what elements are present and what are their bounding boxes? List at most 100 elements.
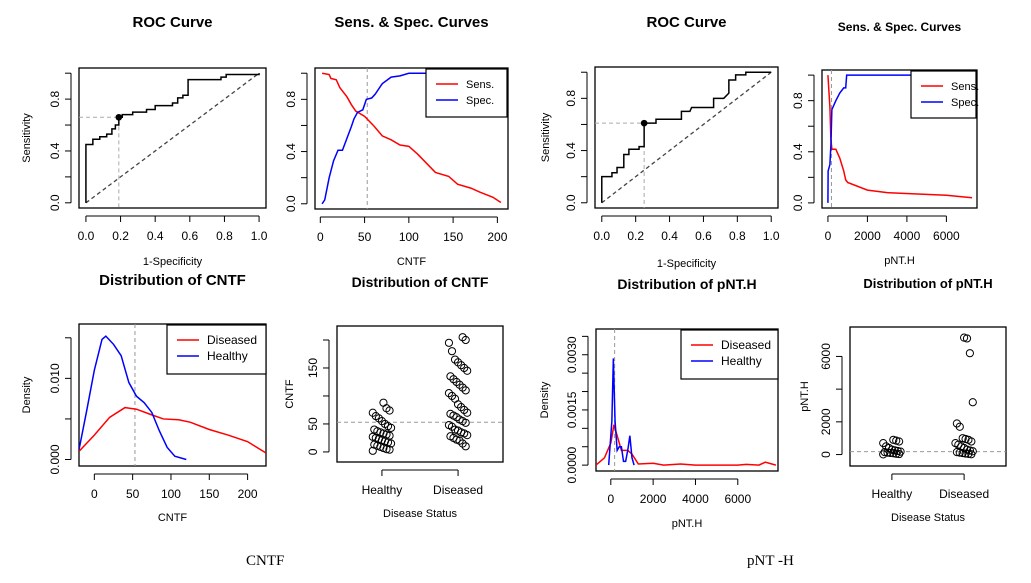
legend-label: Sens. [951, 81, 979, 93]
data-point [444, 389, 454, 398]
x-tick-label: 1.0 [251, 229, 268, 243]
y-tick-label: 0.4 [564, 142, 578, 159]
data-point [455, 380, 464, 389]
y-tick-label: 150 [306, 358, 320, 378]
y-tick-label: 0.0 [791, 194, 805, 211]
data-point [958, 434, 967, 443]
x-tick-label: 0.6 [695, 229, 712, 243]
plot-area [596, 329, 777, 471]
legend: Sens. Spec. [910, 70, 979, 119]
reference-diagonal [601, 71, 772, 204]
data-point [463, 408, 472, 417]
legend-label: Sens. [466, 79, 494, 91]
x-tick-label: 200 [487, 230, 507, 244]
data-point [453, 358, 463, 367]
series-line-healthy [607, 358, 635, 466]
series-line-spec [827, 74, 917, 203]
data-point [458, 333, 467, 342]
series-line-healthy [79, 335, 187, 461]
chart-panel-4: Sens. & Spec. Curves 0 2000 4000 6000 0.0 0.4 0… [791, 20, 979, 267]
data-point [955, 448, 964, 457]
chart-panel-2: Sens. & Spec. Curves 0 50 100 150 200 0.0 0.4 0.… [284, 14, 509, 268]
y-tick-label: 0.010 [48, 363, 62, 393]
y-tick-label: 0.0015 [565, 391, 579, 428]
x-tick-label: 100 [399, 230, 419, 244]
caption-pnt-h: pNT -H [747, 553, 794, 569]
y-tick-label: 0.4 [791, 143, 805, 160]
data-point [460, 405, 469, 415]
x-tick-label: 1.0 [763, 229, 780, 243]
caption-cntf: CNTF [246, 553, 285, 569]
legend: Diseased Healthy [680, 329, 779, 380]
plot-area [337, 333, 503, 455]
x-tick-label: 6000 [933, 229, 960, 243]
data-point [883, 448, 892, 457]
chart-panel-5: Distribution of CNTF 0 50 100 150 200 0.000 0.0… [21, 272, 267, 524]
x-tick-label: Healthy [872, 487, 913, 501]
data-point [377, 417, 387, 426]
chart-panel-8: Distribution of pNT.H Healthy Diseased 0 200… [799, 276, 1007, 524]
chart-panel-7: Distribution of pNT.H 0 2000 4000 6000 0.0000… [539, 276, 779, 530]
plot-area [850, 333, 1006, 459]
data-point [446, 409, 455, 418]
x-tick-label: 50 [126, 487, 140, 501]
data-point [368, 408, 377, 417]
plot-box [849, 326, 1007, 467]
data-point [463, 366, 472, 375]
y-tick-label: 0.0 [48, 194, 62, 211]
plot-box [594, 66, 779, 209]
data-point [968, 398, 977, 407]
legend-box [680, 329, 779, 380]
data-point [879, 439, 888, 448]
optimal-cutoff-point [115, 113, 123, 121]
data-point [446, 432, 455, 441]
data-point [370, 425, 379, 434]
chart-title: Sens. & Spec. Curves [334, 14, 488, 31]
data-point [890, 446, 899, 455]
x-axis-label: Disease Status [891, 512, 965, 524]
data-point [952, 419, 961, 428]
x-tick-label: 0.0 [593, 229, 610, 243]
y-tick-label: 0.8 [791, 92, 805, 109]
x-tick-label: 2000 [854, 229, 881, 243]
x-tick-label: 50 [358, 230, 372, 244]
x-tick-label: Healthy [362, 483, 403, 497]
x-axis-label: Disease Status [383, 508, 457, 520]
data-point [447, 391, 457, 401]
legend-label: Diseased [207, 333, 257, 347]
data-point [460, 363, 469, 373]
series-line-sens [321, 72, 502, 204]
plot-box [595, 328, 779, 472]
y-tick-label: 0.8 [284, 91, 298, 108]
x-tick-label: 0 [91, 487, 98, 501]
y-tick-label: 0 [819, 451, 833, 458]
plot-box [336, 325, 504, 463]
data-point [444, 338, 454, 347]
data-point [457, 361, 466, 370]
x-tick-label: 4000 [682, 492, 709, 506]
x-tick-label: 0.8 [729, 229, 746, 243]
y-tick-label: 0.0 [284, 195, 298, 212]
y-tick-label: 0.8 [48, 90, 62, 107]
plot-box [821, 69, 978, 209]
x-tick-label: 0.4 [661, 229, 678, 243]
y-tick-label: 50 [306, 417, 320, 431]
legend-label: Healthy [721, 354, 762, 368]
chart-title: ROC Curve [646, 14, 726, 31]
y-tick-label: 0.0 [564, 194, 578, 211]
y-axis-label: CNTF [284, 379, 296, 409]
plot-box [78, 67, 267, 209]
plot-area [79, 72, 260, 208]
y-tick-label: 2000 [819, 408, 833, 435]
y-tick-label: 0.4 [284, 143, 298, 160]
data-point [457, 403, 466, 412]
x-tick-label: 100 [161, 487, 181, 501]
y-tick-label: 0.4 [48, 142, 62, 159]
data-point [896, 447, 905, 456]
y-tick-label: 0.000 [48, 444, 62, 474]
x-tick-label: 0.6 [181, 229, 198, 243]
legend-box [166, 324, 267, 375]
legend: Sens. Spec. [425, 68, 508, 118]
data-point [444, 420, 454, 430]
y-axis-label: Density [539, 381, 551, 418]
